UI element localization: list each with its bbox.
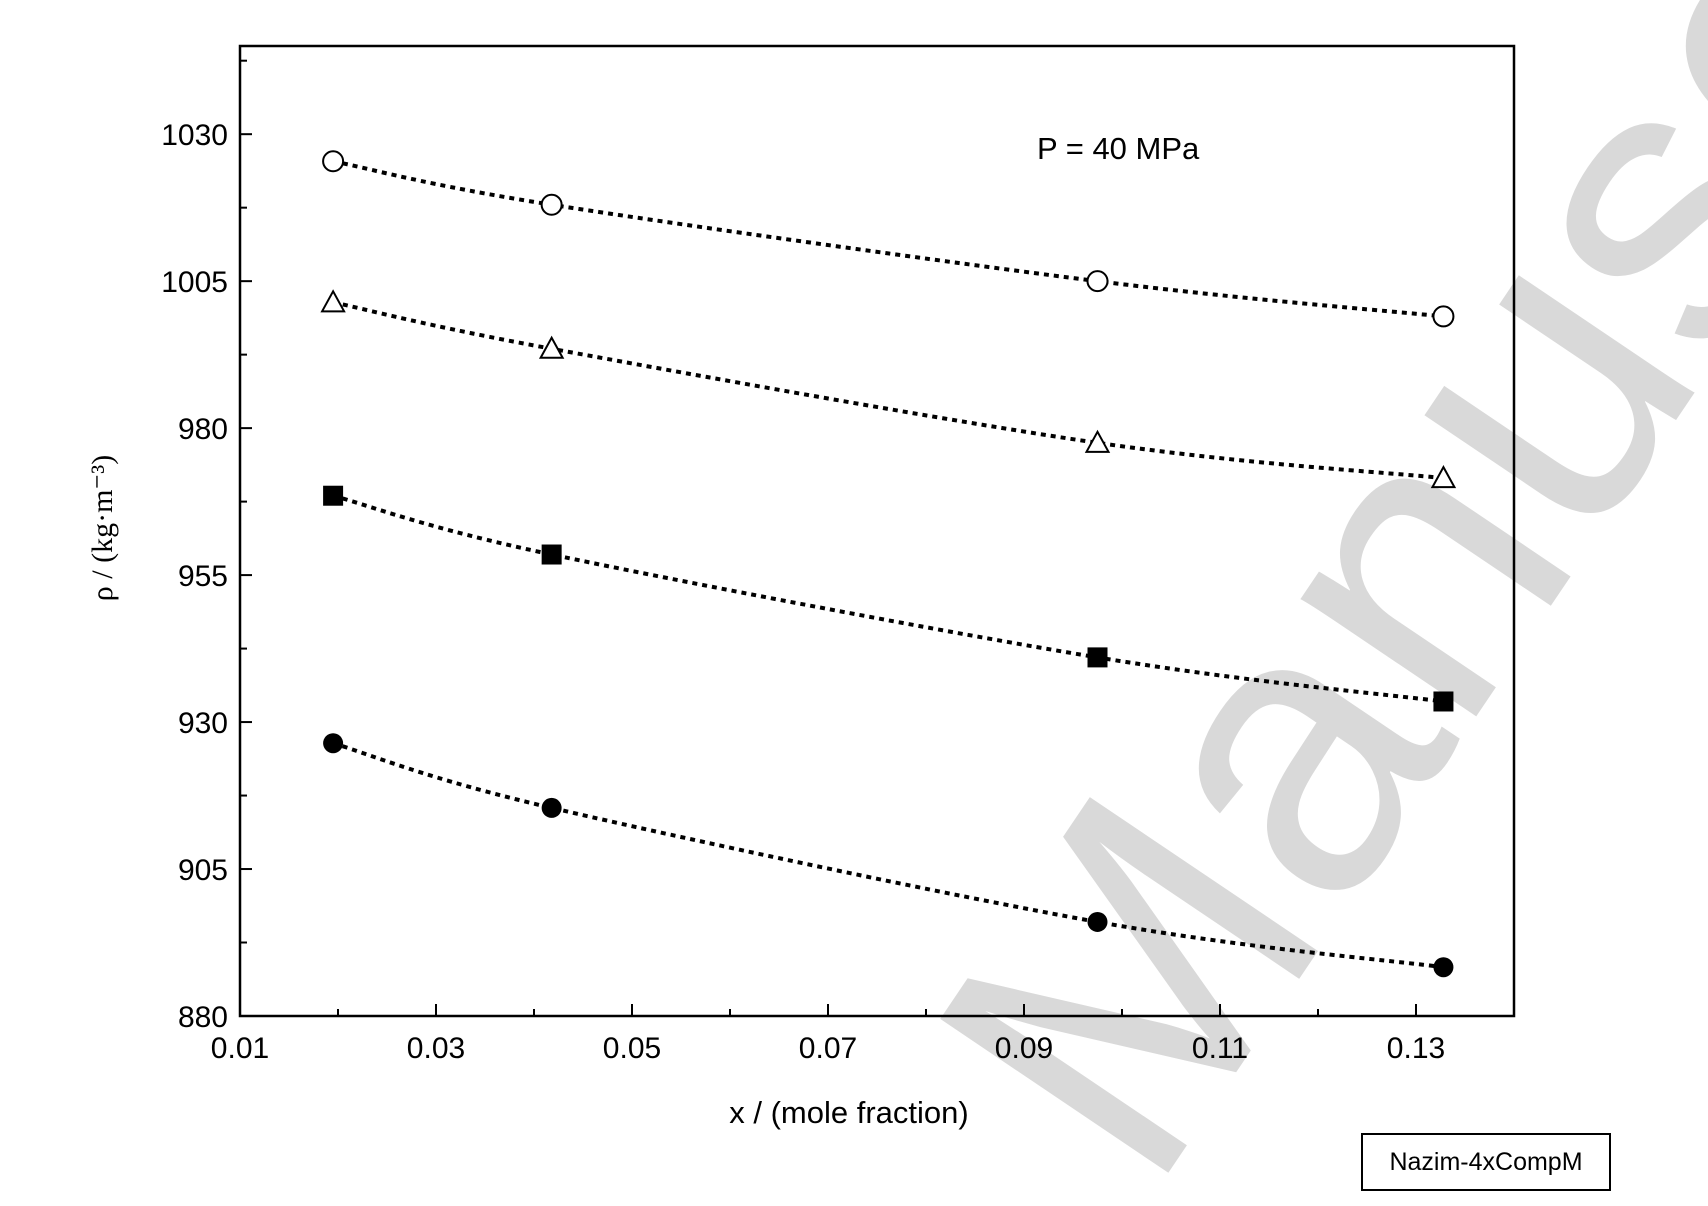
series-open-circle [322, 150, 1455, 328]
x-tick-label: 0.03 [407, 1032, 465, 1065]
id-box: Nazim-4xCompM [1361, 1133, 1611, 1191]
y-tick-label: 980 [178, 413, 228, 446]
x-tick-label: 0.13 [1387, 1032, 1445, 1065]
y-tick-label: 1005 [161, 266, 228, 299]
x-axis-title: x / (mole fraction) [729, 1095, 968, 1130]
pressure-annotation: P = 40 MPa [1037, 131, 1200, 166]
series-layer [320, 150, 1457, 978]
plot-frame [238, 44, 1516, 1018]
watermark: Manuscript [850, 0, 1708, 1206]
y-tick-label: 880 [178, 1001, 228, 1034]
x-tick-label: 0.05 [603, 1032, 661, 1065]
series-open-triangle [320, 289, 1457, 489]
y-tick-label: 1030 [161, 119, 228, 152]
data-point-open-triangle [1084, 429, 1111, 453]
x-tick-label: 0.11 [1192, 1032, 1248, 1065]
data-point-open-triangle [1430, 465, 1457, 489]
data-point-open-circle [322, 150, 345, 173]
data-point-open-triangle [320, 289, 346, 313]
series-line [332, 159, 1444, 319]
data-point-open-triangle [538, 335, 565, 359]
data-point-filled-square [1087, 647, 1108, 668]
y-tick-label: 905 [178, 854, 228, 887]
series-filled-circle [323, 733, 1454, 978]
data-point-filled-square [541, 544, 562, 565]
data-point-open-circle [1432, 305, 1455, 328]
x-tick-label: 0.09 [995, 1032, 1053, 1065]
data-point-filled-circle [1087, 911, 1108, 932]
data-point-filled-square [1433, 691, 1454, 712]
data-point-filled-square [323, 485, 344, 506]
axes: 0.01 0.03 0.05 0.07 0.09 0.11 0.13 880 905 930 955… [161, 44, 1516, 1065]
data-point-filled-circle [541, 797, 562, 818]
data-point-open-circle [540, 193, 563, 216]
series-filled-square [323, 485, 1454, 712]
data-point-filled-circle [1433, 957, 1454, 978]
data-point-filled-circle [323, 733, 344, 754]
x-tick-label: 0.01 [211, 1032, 269, 1065]
series-line [332, 300, 1444, 481]
y-axis-title: ρ / (kg·m⁻³) [86, 455, 119, 601]
y-tick-label: 930 [178, 707, 228, 740]
x-tick-label: 0.07 [799, 1032, 857, 1065]
data-point-open-circle [1086, 270, 1109, 293]
y-tick-label: 955 [178, 560, 228, 593]
series-line [332, 493, 1444, 704]
